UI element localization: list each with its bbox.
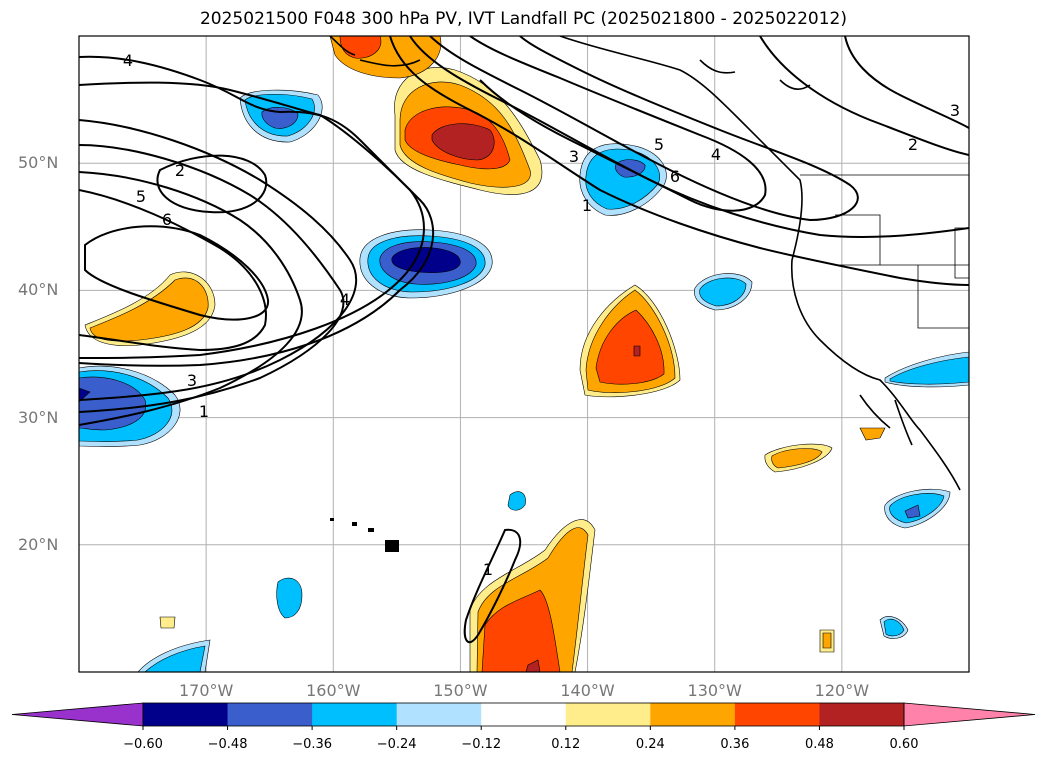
colorbar-tick-label: −0.48 bbox=[207, 737, 248, 752]
contour-label: 4 bbox=[123, 51, 133, 70]
contour-label: 5 bbox=[654, 135, 664, 154]
lat-label: 30°N bbox=[18, 407, 59, 427]
contour-label: 3 bbox=[569, 147, 579, 166]
colorbar-tick-label: 0.36 bbox=[720, 737, 750, 752]
contour-label: 6 bbox=[670, 167, 680, 186]
colorbar-tick-label: 0.24 bbox=[635, 737, 665, 752]
colorbar-block bbox=[312, 703, 398, 726]
contour-label: 2 bbox=[908, 135, 918, 154]
islands bbox=[330, 518, 399, 552]
colorbar-tick-label: −0.24 bbox=[376, 737, 417, 752]
lon-label: 120°W bbox=[814, 681, 870, 700]
pv-anomaly-shading bbox=[79, 36, 969, 672]
colorbar-block bbox=[227, 703, 313, 726]
map-title: 2025021500 F048 300 hPa PV, IVT Landfall… bbox=[199, 9, 847, 29]
state-borders bbox=[800, 174, 969, 329]
colorbar-block bbox=[565, 703, 651, 726]
lon-label: 150°W bbox=[433, 681, 488, 700]
contour-label: 1 bbox=[199, 402, 209, 421]
colorbar-extend-low bbox=[11, 702, 144, 727]
lon-label: 130°W bbox=[687, 681, 742, 700]
contour-label: 6 bbox=[162, 210, 172, 229]
lon-label: 160°W bbox=[306, 681, 361, 700]
lat-label: 50°N bbox=[18, 153, 59, 173]
colorbar-block bbox=[734, 703, 820, 726]
lat-label: 20°N bbox=[18, 534, 59, 554]
contour-label: 2 bbox=[175, 161, 185, 180]
contour-label: 3 bbox=[187, 371, 197, 390]
colorbar-tick-label: −0.12 bbox=[461, 737, 502, 752]
lon-label: 170°W bbox=[178, 681, 234, 700]
contour-label: 3 bbox=[950, 101, 960, 120]
lat-label: 40°N bbox=[18, 280, 59, 300]
pv-contours bbox=[79, 36, 969, 644]
colorbar-block bbox=[396, 703, 482, 726]
colorbar-block bbox=[819, 703, 905, 726]
colorbar-tick-label: 0.60 bbox=[889, 737, 919, 752]
colorbar-tick-label: −0.36 bbox=[292, 737, 333, 752]
plot-frame bbox=[78, 35, 970, 673]
contour-label: 1 bbox=[582, 196, 592, 215]
colorbar-tick-label: 0.48 bbox=[804, 737, 834, 752]
colorbar-block bbox=[481, 703, 567, 726]
colorbar-tick-label: −0.60 bbox=[123, 737, 163, 752]
colorbar-block bbox=[650, 703, 736, 726]
colorbar-extend-high bbox=[903, 702, 1036, 727]
contour-label: 4 bbox=[340, 290, 350, 309]
colorbar-tick-label: 0.12 bbox=[551, 737, 581, 752]
contour-label: 4 bbox=[711, 145, 721, 164]
contour-label: 1 bbox=[483, 560, 493, 579]
colorbar-block bbox=[143, 703, 229, 726]
contour-label: 5 bbox=[136, 187, 146, 206]
coastlines bbox=[329, 36, 961, 491]
lon-label: 140°W bbox=[560, 681, 615, 700]
